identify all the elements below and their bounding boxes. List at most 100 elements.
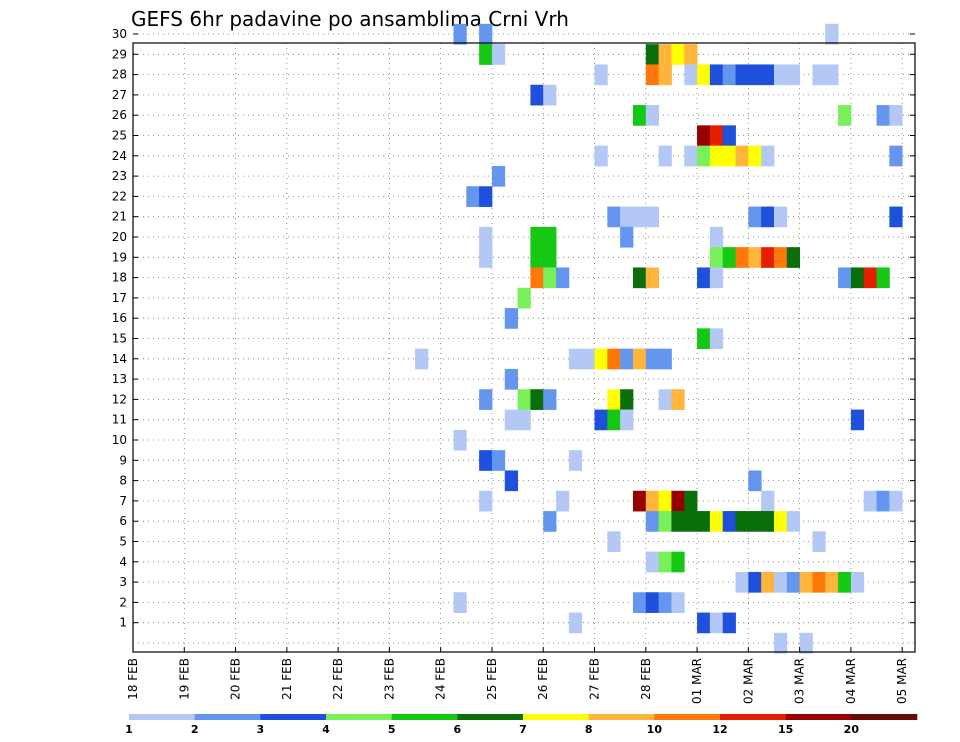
legend-swatch [260,714,327,720]
heatmap-cell [850,267,865,289]
heatmap-cell [786,64,801,86]
heatmap-cell [530,84,544,106]
grid-lines [132,33,915,652]
heatmap-cell [632,592,647,613]
heatmap-cell [556,490,570,512]
legend-label: 5 [388,723,396,736]
heatmap-cell [786,571,801,593]
heatmap-cell [735,247,749,268]
heatmap-cell [658,145,672,167]
heatmap-cell [735,145,749,167]
heatmap-cell [722,125,736,147]
heatmap-cell [697,145,711,167]
heatmap-cell [671,551,685,573]
heatmap-cell [479,389,493,410]
legend-label: 7 [519,723,527,736]
heatmap-cell [684,44,698,65]
y-tick-label: 13 [112,372,127,386]
heatmap-cell [709,247,724,268]
heatmap-cell [645,64,660,86]
x-tick-label: 04 MAR [844,658,858,704]
heatmap-cell [658,490,672,512]
y-tick-label: 7 [119,494,127,508]
heatmap-cell [632,490,647,512]
heatmap-cell [632,267,647,289]
heatmap-cell [876,490,890,512]
heatmap-cell [773,64,788,86]
heatmap-cell [645,592,660,613]
heatmap-cell [761,206,775,228]
legend-label: 10 [647,723,663,736]
heatmap-cell [491,165,506,187]
heatmap-cell [645,105,660,126]
heatmap-cell [530,226,544,248]
heatmap-cell [607,348,621,370]
y-tick-label: 15 [112,332,127,346]
heatmap-cell [761,571,775,593]
heatmap-cell [748,470,762,492]
legend-label: 15 [778,723,793,736]
y-tick-label: 14 [112,352,127,366]
heatmap-cell [543,247,557,268]
heatmap-cell [491,44,506,65]
heatmap-cell [684,511,698,532]
y-tick-label: 30 [112,27,127,41]
y-tick-label: 6 [119,514,127,528]
y-tick-label: 16 [112,311,127,325]
heatmap-cell [773,511,788,532]
heatmap-cell [658,551,672,573]
heatmap-cell [671,592,685,613]
heatmap-cell [620,348,634,370]
heatmap-cell [658,592,672,613]
heatmap-cell [479,23,493,45]
heatmap-cell [479,44,493,65]
heatmap-cell [748,511,762,532]
heatmap-cell [658,389,672,410]
heatmap-cell [735,511,749,532]
heatmap-cell [786,511,801,532]
legend-label: 1 [125,723,133,736]
heatmap-cell [568,450,583,471]
heatmap-cell [709,511,724,532]
heatmap-cell [838,571,852,593]
legend-label: 8 [585,723,593,736]
y-tick-label: 24 [112,149,127,163]
legend-label: 6 [454,723,462,736]
y-tick-label: 19 [112,250,127,264]
heatmap-cell [645,44,660,65]
heatmap-cell [748,145,762,167]
heatmap-cell [684,64,698,86]
legend-label: 12 [712,723,727,736]
heatmap-cell [684,490,698,512]
heatmap-cell [607,206,621,228]
y-tick-label: 20 [112,230,127,244]
x-tick-label: 18 FEB [126,658,140,700]
heatmap-cell [543,267,557,289]
y-tick-label: 25 [112,129,127,143]
heatmap-cell [709,145,724,167]
heatmap-cell [748,64,762,86]
heatmap-cell [658,348,672,370]
heatmap-cell [748,206,762,228]
heatmap-cell [543,226,557,248]
heatmap-cell [863,267,877,289]
y-tick-label: 8 [119,474,127,488]
legend-swatch [720,714,786,720]
heatmap-cell [709,267,724,289]
heatmap-cell [722,612,736,634]
heatmap-cell [812,531,826,553]
heatmap-cell [645,551,660,573]
heatmap-cell [415,348,429,370]
plot-frame [132,42,916,653]
heatmap-cell [761,490,775,512]
x-axis: 18 FEB 19 FEB 20 FEB 21 FEB 22 FEB 23 FEB 24 F… [126,647,909,704]
heatmap-cell [645,206,660,228]
heatmap-cell [735,64,749,86]
heatmap-cell [709,125,724,147]
heatmap-cell [735,571,749,593]
heatmap-cell [491,450,506,471]
heatmap-cell [607,531,621,553]
heatmap-cell [825,23,839,45]
heatmap-cell [697,267,711,289]
heatmap-cell [709,226,724,248]
